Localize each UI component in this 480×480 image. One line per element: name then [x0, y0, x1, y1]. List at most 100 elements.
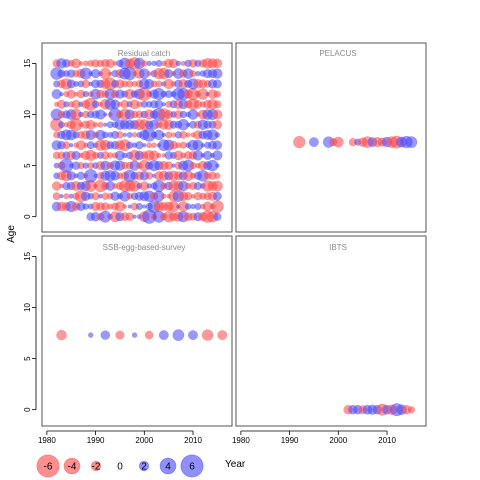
- bubble-point: [52, 192, 61, 201]
- bubble-point: [215, 163, 220, 168]
- bubble-point: [405, 136, 418, 149]
- legend-bubble: [138, 460, 150, 472]
- bubble-point: [175, 60, 182, 67]
- x-tick-label: 2000: [135, 436, 153, 445]
- bubble-point: [122, 132, 127, 138]
- bubble-point: [92, 121, 99, 128]
- bubble-point: [69, 143, 74, 148]
- bubble-point: [135, 202, 143, 211]
- bubble-point: [146, 60, 152, 67]
- bubble-point: [56, 329, 67, 341]
- y-axis-label: Age: [6, 225, 17, 243]
- panel-frame-pelacus: [235, 42, 427, 233]
- legend-label: -6: [44, 462, 53, 473]
- bubble-point: [103, 112, 108, 117]
- bubble-point: [131, 332, 138, 338]
- bubble-point: [161, 102, 166, 107]
- bubble-point: [146, 142, 153, 149]
- bubble-point: [97, 121, 104, 128]
- x-tick-label: 1990: [281, 436, 299, 445]
- panel-title-ssb-egg: SSB-egg-based-survey: [103, 243, 186, 252]
- legend-bubble: [180, 454, 204, 478]
- bubble-point: [161, 193, 167, 199]
- bubble-point: [122, 204, 128, 209]
- bubble-point: [144, 330, 154, 340]
- bubble-point: [212, 150, 223, 161]
- bubble-point: [62, 141, 71, 150]
- bubble-point: [165, 131, 173, 139]
- bubble-point: [293, 135, 306, 149]
- x-tick-label: 2000: [329, 436, 347, 445]
- bubble-point: [141, 60, 148, 67]
- x-tick-label: 1990: [87, 436, 105, 445]
- bubble-point: [161, 132, 166, 138]
- y-tick-label: 10: [23, 110, 32, 119]
- legend: -6 -4 -2 0 2 4 6: [36, 454, 204, 478]
- bubble-point: [115, 330, 125, 340]
- y-tick-label: 15: [23, 251, 32, 260]
- legend-label: 4: [165, 462, 171, 473]
- bubble-point: [59, 194, 64, 199]
- y-tick-label: 0: [23, 214, 32, 219]
- bubble-point: [213, 90, 222, 98]
- panel-title-residual-catch: Residual catch: [118, 49, 170, 58]
- bubble-point: [212, 140, 223, 150]
- panel-title-ibts: IBTS: [329, 243, 347, 252]
- bubble-point: [212, 191, 222, 201]
- bubble-point: [151, 142, 157, 149]
- legend-label: 2: [141, 462, 147, 473]
- bubble-point: [145, 171, 154, 180]
- bubble-point: [59, 91, 64, 97]
- bubble-point: [332, 136, 344, 148]
- bubble-point: [156, 152, 162, 158]
- bubble-point: [126, 131, 133, 138]
- legend-bubble: [159, 457, 177, 475]
- bubble-point: [212, 58, 223, 69]
- legend-bubble: [90, 460, 102, 472]
- panel-title-pelacus: PELACUS: [319, 49, 356, 58]
- bubble-point: [217, 330, 228, 341]
- legend-label: 6: [189, 462, 195, 473]
- y-tick-label: 10: [23, 303, 32, 312]
- bubble-point: [407, 406, 416, 414]
- bubble-point: [214, 172, 221, 180]
- bubble-point: [308, 137, 319, 148]
- x-tick-label: 2010: [184, 436, 202, 445]
- x-axis-label: Year: [225, 459, 246, 470]
- bubble-point: [142, 143, 147, 148]
- legend-bubble: [63, 457, 81, 475]
- x-tick-label: 2010: [378, 436, 396, 445]
- bubble-point: [132, 214, 137, 219]
- bubble-point: [212, 68, 223, 79]
- panel-frame-ssb-egg: [41, 235, 233, 427]
- legend-label: -2: [92, 462, 101, 473]
- bubble-point: [213, 212, 222, 221]
- bubble-point: [201, 329, 214, 341]
- bubble-point: [185, 132, 191, 138]
- bubble-point: [212, 119, 223, 130]
- bubble-point: [213, 100, 222, 109]
- bubble-point: [212, 79, 222, 89]
- x-tick-label: 1980: [232, 436, 250, 445]
- legend-label: -4: [68, 462, 77, 473]
- bubble-point: [100, 330, 111, 340]
- panel-frame-residual-catch: [41, 42, 233, 233]
- y-tick-label: 5: [23, 356, 32, 361]
- bubble-point: [188, 330, 198, 341]
- y-tick-label: 15: [23, 58, 32, 67]
- bubble-point: [172, 329, 185, 342]
- legend-label: 0: [117, 462, 123, 473]
- bubble-layer: [50, 57, 418, 417]
- bubble-point: [135, 141, 144, 150]
- x-tick-label: 1980: [38, 436, 56, 445]
- bubble-point: [78, 61, 84, 66]
- legend-bubble: [36, 454, 60, 478]
- panel-frame-ibts: [235, 235, 427, 427]
- bubble-point: [63, 193, 70, 200]
- bubble-point: [212, 109, 223, 120]
- y-tick-label: 0: [23, 407, 32, 412]
- bubble-point: [116, 131, 124, 139]
- bubble-point: [158, 330, 169, 341]
- bubble-point: [87, 332, 94, 338]
